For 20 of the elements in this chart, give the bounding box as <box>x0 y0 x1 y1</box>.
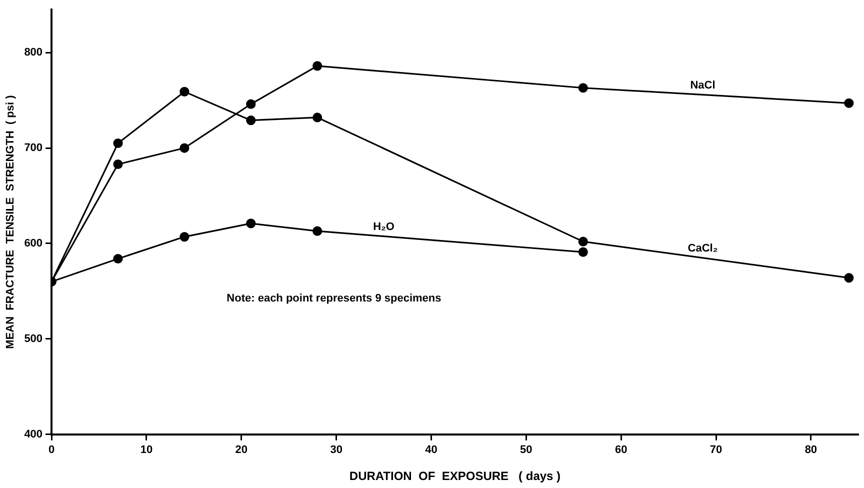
x-tick-label: 0 <box>48 444 55 456</box>
x-axis-title: DURATION OF EXPOSURE ( days ) <box>349 469 561 484</box>
x-tick-label: 20 <box>235 444 248 456</box>
x-tick-label: 50 <box>520 444 532 456</box>
x-tick-label: 40 <box>425 444 438 456</box>
y-tick-label: 800 <box>24 46 43 59</box>
y-tick-label: 400 <box>24 428 43 440</box>
y-tick-label: 600 <box>24 238 43 250</box>
y-tick-label: 500 <box>24 332 43 345</box>
series-label: H₂O <box>373 220 395 233</box>
x-tick-label: 70 <box>710 444 722 456</box>
series-label: NaCl <box>690 79 716 92</box>
x-tick-label: 30 <box>330 444 342 456</box>
y-axis-title: MEAN FRACTURE TENSILE STRENGTH ( psi ) <box>4 94 17 349</box>
series-label: CaCl₂ <box>688 242 718 254</box>
x-tick-label: 80 <box>804 444 818 456</box>
x-tick-label: 10 <box>140 444 153 456</box>
annotation: Note: each point represents 9 specimens <box>226 292 442 304</box>
y-tick-label: 700 <box>24 142 43 154</box>
x-tick-label: 60 <box>614 444 628 456</box>
